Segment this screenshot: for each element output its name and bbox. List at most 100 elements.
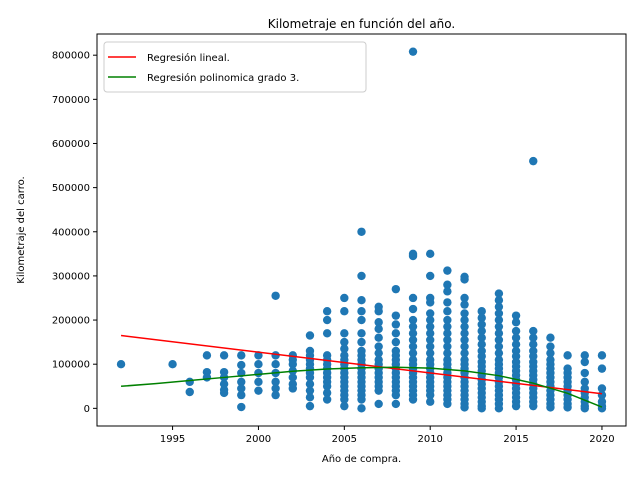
data-point [408,293,418,303]
data-point [426,315,435,325]
data-point [271,377,280,387]
data-point [237,384,246,393]
data-point [494,322,504,331]
data-point [477,404,486,413]
data-point [477,326,486,336]
data-point [305,401,315,411]
data-point [580,377,589,387]
data-point [391,320,401,329]
y-tick-label: 700000 [52,95,90,106]
data-point [511,401,521,411]
y-tick-label: 300000 [52,271,90,282]
data-point [494,335,504,345]
data-point [391,337,401,347]
chart-title: Kilometraje en función del año. [268,17,455,31]
y-axis-label: Kilometraje del carro. [16,176,27,283]
x-tick-label: 2010 [417,434,442,445]
y-axis-ticks: 0 100000 200000 300000 400000 500000 600000 700… [52,51,97,415]
data-point [357,227,366,236]
data-point [357,307,366,316]
data-point [340,307,349,316]
data-point [254,359,263,369]
data-point [563,351,572,360]
data-point [460,329,469,338]
data-point [322,315,332,325]
data-point [426,322,435,331]
data-point [580,351,589,360]
data-point [426,309,435,318]
data-point [305,393,315,402]
data-point [511,311,521,320]
data-point [511,352,521,361]
data-point [185,377,194,387]
data-point [374,386,383,395]
data-point [460,300,469,309]
data-point [237,377,246,387]
data-point [374,333,383,342]
legend-label-linear: Regresión lineal. [147,52,230,64]
x-tick-label: 2000 [246,434,271,445]
data-point [494,289,504,298]
data-point [340,344,349,353]
data-point [511,340,521,349]
data-point [374,307,383,316]
y-tick-label: 200000 [52,316,90,327]
x-tick-label: 2020 [589,434,614,445]
data-point [185,387,194,397]
scatter-points [116,47,607,413]
data-point [357,271,366,281]
x-tick-label: 2015 [503,434,528,445]
data-point [340,329,349,338]
data-point [374,342,383,351]
data-point [580,404,589,413]
y-tick-label: 0 [84,404,90,415]
data-point [443,287,452,296]
data-point [511,326,521,336]
data-point [305,386,315,395]
data-point [322,395,332,404]
x-tick-label: 1995 [160,434,185,445]
data-point [443,322,452,331]
data-point [529,333,538,342]
y-tick-label: 800000 [52,51,90,62]
data-point [597,384,607,393]
data-point [305,373,315,382]
data-point [529,352,538,361]
data-point [477,307,486,316]
data-point [460,315,469,325]
data-point [288,359,297,369]
data-point [237,360,246,370]
plot-frame [96,33,627,427]
data-point [426,397,435,406]
regression-lines [120,334,603,408]
data-point [546,403,555,412]
x-axis-ticks: 1995 2000 2005 2010 2015 2020 [160,426,615,445]
data-point [477,313,486,323]
data-point [391,284,401,294]
data-point [408,251,418,261]
data-point [460,348,469,358]
data-point [391,311,401,320]
data-point [374,324,383,334]
y-tick-label: 500000 [52,183,90,194]
data-point [391,390,401,400]
data-point [408,335,418,345]
data-point [494,302,504,312]
data-point [494,404,504,413]
data-point [494,348,504,358]
data-point [443,280,452,289]
data-point [357,329,366,338]
data-point [494,329,504,338]
data-point [357,315,366,325]
data-point [511,333,521,342]
y-tick-label: 400000 [52,227,90,238]
data-point [237,390,246,400]
data-point [443,315,452,325]
data-point [443,307,452,316]
data-point [546,342,555,351]
data-point [391,399,401,409]
data-point [529,340,538,349]
data-point [408,348,418,358]
data-point [477,333,486,342]
data-point [494,295,504,305]
